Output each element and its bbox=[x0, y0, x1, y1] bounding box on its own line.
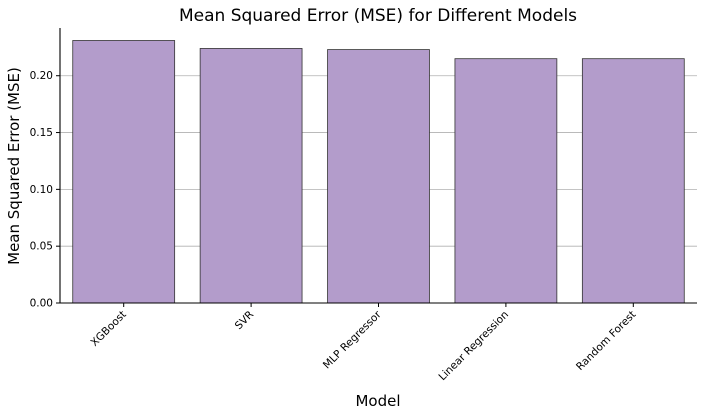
x-tick-label: MLP Regressor bbox=[321, 308, 384, 371]
chart-title: Mean Squared Error (MSE) for Different M… bbox=[179, 6, 577, 26]
bar-mlp-regressor bbox=[327, 49, 430, 304]
y-tick-label: 0.20 bbox=[30, 70, 53, 82]
x-axis-label: Model bbox=[355, 392, 400, 410]
x-tick-label: XGBoost bbox=[89, 309, 129, 349]
y-tick-label: 0.10 bbox=[30, 184, 53, 196]
x-ticks: XGBoost SVR MLP Regressor Linear Regression… bbox=[89, 303, 638, 384]
y-axis-label: Mean Squared Error (MSE) bbox=[5, 67, 23, 265]
bars bbox=[72, 40, 685, 304]
y-tick-label: 0.05 bbox=[30, 241, 53, 253]
x-tick-label: Linear Regression bbox=[436, 309, 511, 384]
x-tick-label: SVR bbox=[233, 309, 256, 332]
y-tick-label: 0.00 bbox=[30, 298, 53, 310]
bar-random-forest bbox=[581, 58, 685, 304]
x-tick-label: Random Forest bbox=[574, 309, 638, 373]
bar-xgboost bbox=[72, 40, 176, 304]
y-ticks: 0.00 0.05 0.10 0.15 0.20 bbox=[30, 70, 60, 310]
bar-svr bbox=[199, 48, 303, 304]
y-tick-label: 0.15 bbox=[30, 127, 53, 139]
bar-linear-regression bbox=[454, 58, 558, 304]
